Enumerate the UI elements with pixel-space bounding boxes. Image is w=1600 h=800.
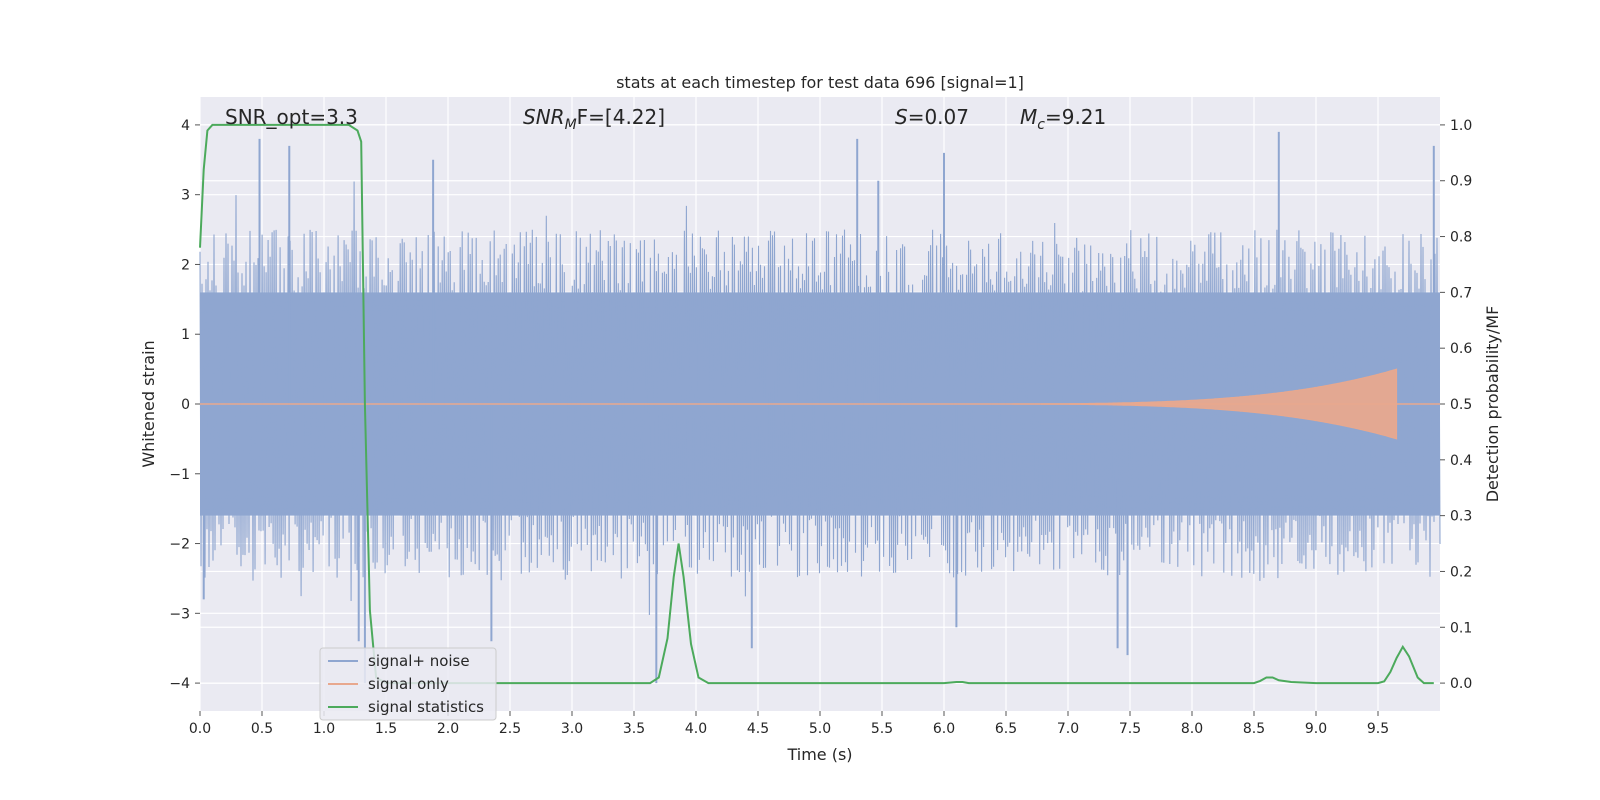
y-right-tick-label: 0.4	[1450, 453, 1472, 469]
x-tick-label: 2.5	[499, 721, 521, 737]
y-right-tick-label: 0.6	[1450, 341, 1472, 357]
x-tick-label: 8.5	[1243, 721, 1265, 737]
y-right-tick-label: 0.7	[1450, 285, 1472, 301]
y-right-tick-label: 1.0	[1450, 118, 1472, 134]
y-axis-label-left: Whitened strain	[139, 340, 158, 467]
y-right-tick-label: 0.5	[1450, 397, 1472, 413]
y-left-tick-label: −3	[169, 606, 190, 622]
x-tick-label: 8.0	[1181, 721, 1203, 737]
x-tick-label: 1.0	[313, 721, 335, 737]
y-right-tick-label: 0.8	[1450, 230, 1472, 246]
signal-statistics-series	[199, 123, 1434, 685]
mc-subscript: c	[1037, 117, 1045, 133]
legend-label-signal-only: signal only	[368, 675, 449, 693]
x-axis-label: Time (s)	[786, 745, 852, 764]
y-right-tick-label: 0.0	[1450, 676, 1472, 692]
x-tick-label: 0.0	[189, 721, 211, 737]
y-left-tick-label: 0	[181, 397, 190, 413]
y-right-tick-label: 0.2	[1450, 564, 1472, 580]
x-tick-label: 9.0	[1305, 721, 1327, 737]
x-tick-label: 1.5	[375, 721, 397, 737]
s-value: =0.07	[908, 105, 969, 129]
y-axis-label-right: Detection probability/MF	[1483, 306, 1502, 503]
y-left-tick-label: 3	[181, 188, 190, 204]
y-right-tick-label: 0.1	[1450, 620, 1472, 636]
x-tick-label: 2.0	[437, 721, 459, 737]
x-tick-label: 5.0	[809, 721, 831, 737]
y-left-tick-label: −2	[169, 537, 190, 553]
x-tick-label: 0.5	[251, 721, 273, 737]
x-tick-label: 4.0	[685, 721, 707, 737]
snr-mf-f: F=[4.22]	[577, 105, 665, 129]
snr-mf-base: SNR	[523, 105, 565, 129]
x-tick-label: 6.0	[933, 721, 955, 737]
mc-value: =9.21	[1045, 105, 1106, 129]
s-symbol: S	[895, 105, 908, 129]
y-right-tick-label: 0.3	[1450, 509, 1472, 525]
x-tick-label: 7.0	[1057, 721, 1079, 737]
legend-label-signal-plus-noise: signal+ noise	[368, 652, 470, 670]
annotation-mc: Mc=9.21	[1020, 105, 1106, 133]
axis-ticks: 0.0 0.5 1.0 1.5 2.0 2.5 3.0 3.5 4.0 4.5 5.0 5.5 6.0 6…	[169, 118, 1472, 737]
y-left-tick-label: 4	[181, 118, 190, 134]
chart-title: stats at each timestep for test data 696…	[616, 73, 1024, 92]
signal-statistics-line	[199, 123, 1434, 685]
x-tick-label: 6.5	[995, 721, 1017, 737]
x-tick-label: 9.5	[1367, 721, 1389, 737]
annotation-s: S=0.07	[895, 105, 969, 129]
signal-only-series	[200, 368, 1440, 440]
snr-mf-sub: M	[565, 117, 577, 133]
signal-only-chirp	[919, 368, 1398, 440]
x-tick-label: 7.5	[1119, 721, 1141, 737]
mc-symbol: M	[1020, 105, 1037, 129]
y-left-tick-label: −4	[169, 676, 190, 692]
noise-trace	[199, 181, 1441, 616]
snr-mf-rest: F=[4.22]	[577, 105, 665, 129]
y-left-tick-label: 2	[181, 257, 190, 273]
legend: signal+ noise signal only signal statist…	[319, 647, 497, 721]
annotation-snr-mf: SNRMF=[4.22]	[523, 105, 665, 133]
x-tick-label: 3.5	[623, 721, 645, 737]
legend-label-signal-statistics: signal statistics	[368, 698, 484, 716]
y-left-tick-label: −1	[169, 467, 190, 483]
y-right-tick-label: 0.9	[1450, 174, 1472, 190]
y-left-tick-label: 1	[181, 327, 190, 343]
legend-box	[319, 647, 497, 721]
x-tick-label: 5.5	[871, 721, 893, 737]
x-tick-label: 3.0	[561, 721, 583, 737]
x-tick-label: 4.5	[747, 721, 769, 737]
annotation-snr-opt: SNR_opt=3.3	[225, 105, 358, 129]
